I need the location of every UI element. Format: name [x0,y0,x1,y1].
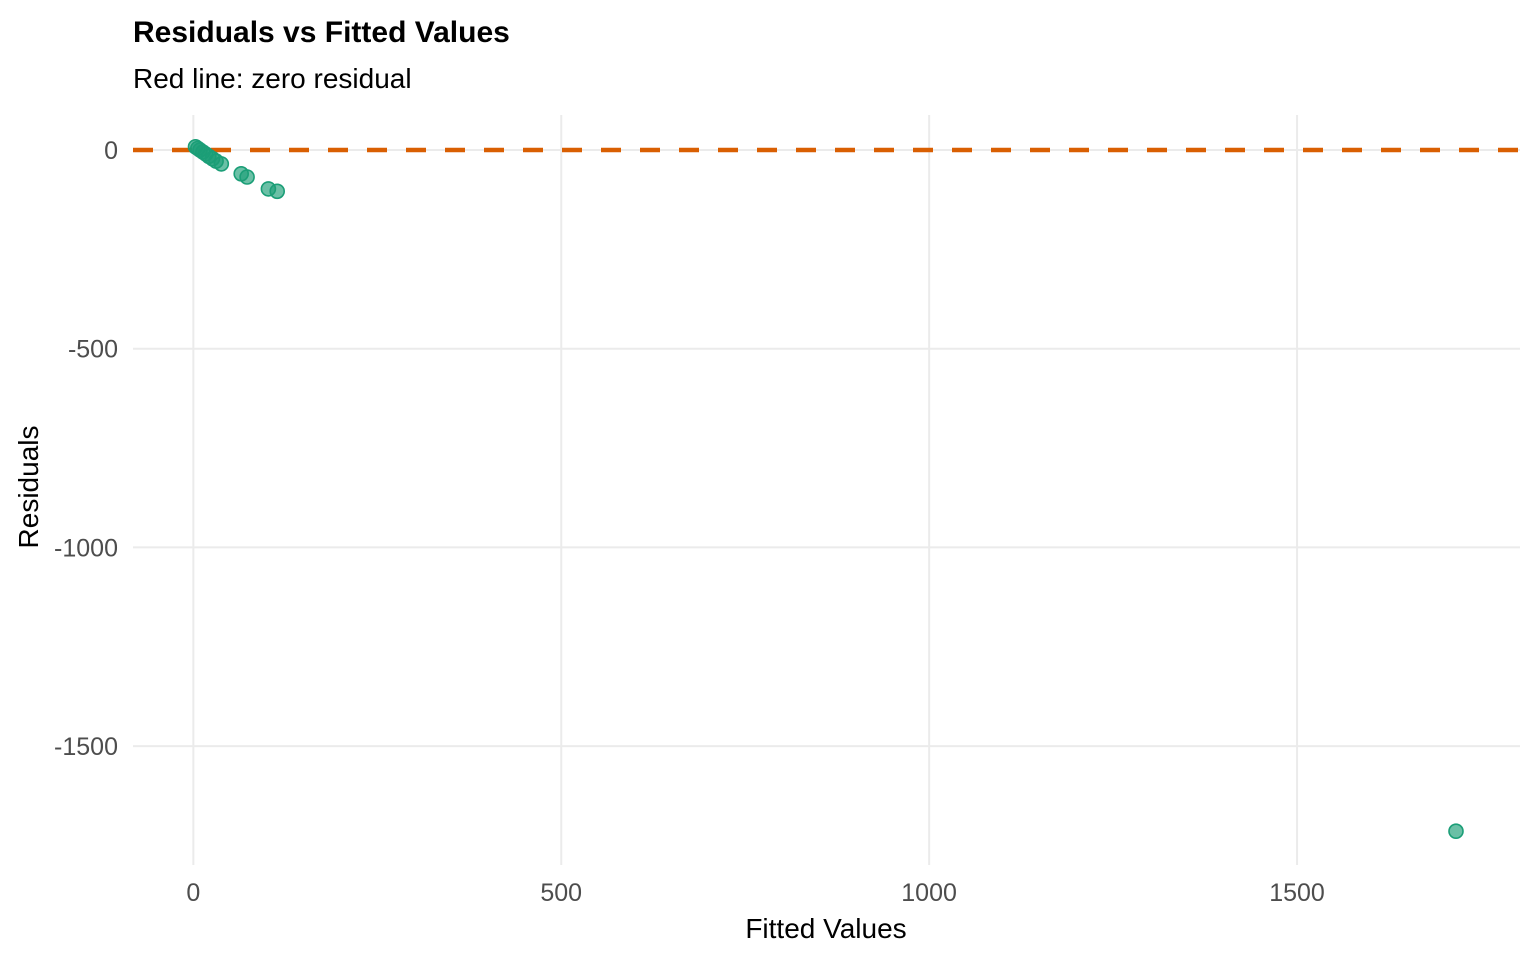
data-point [239,169,255,185]
grid-layer [133,115,1520,865]
data-point [213,156,230,172]
x-tick-label: 0 [186,879,200,907]
x-tick-label: 500 [540,879,582,907]
chart-title: Residuals vs Fitted Values [133,16,510,49]
y-axis-title: Residuals [13,426,44,549]
data-point [269,183,286,200]
x-axis-tick-labels: 0 500 1000 1500 [186,879,1324,907]
chart-subtitle: Red line: zero residual [133,63,412,94]
y-tick-label: -500 [68,336,118,364]
points-layer [187,139,1464,840]
y-tick-label: 0 [104,137,118,165]
x-tick-label: 1500 [1269,879,1325,907]
x-axis-title: Fitted Values [745,913,906,944]
y-tick-label: -1500 [54,733,118,761]
data-point [1448,823,1464,840]
y-tick-label: -1000 [54,534,118,562]
x-tick-label: 1000 [901,879,957,907]
y-axis-tick-labels: 0 -500 -1000 -1500 [54,137,118,761]
